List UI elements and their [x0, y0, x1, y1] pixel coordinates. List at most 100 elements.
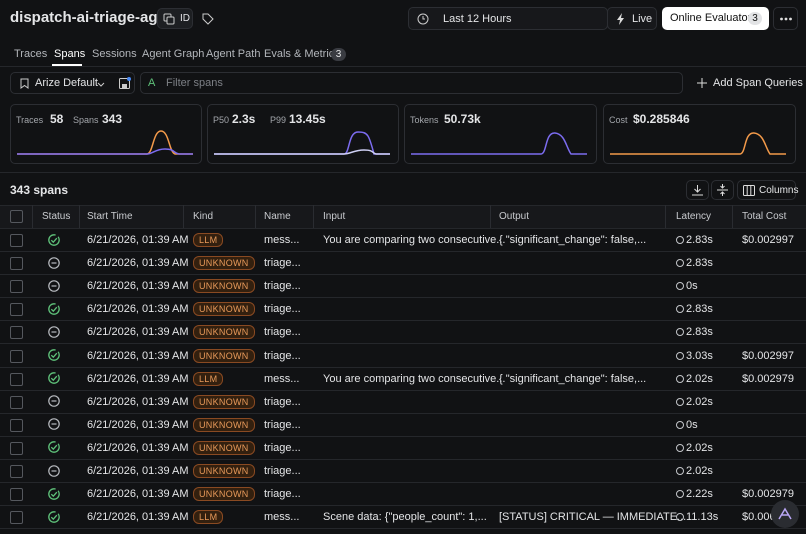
tab[interactable]: Agent Graph — [142, 48, 205, 60]
status-circle — [48, 349, 60, 361]
expand-button[interactable] — [711, 180, 734, 200]
column-divider — [183, 205, 184, 228]
cell-latency: 3.03s — [686, 349, 713, 362]
column-divider — [490, 205, 491, 228]
cell-latency: 2.02s — [686, 441, 713, 454]
tag-icon[interactable] — [202, 13, 214, 25]
kind-badge: UNKNOWN — [193, 417, 255, 432]
preset-select[interactable]: Arize Default — [10, 72, 135, 94]
row-divider — [0, 505, 806, 507]
row-checkbox[interactable] — [10, 488, 23, 502]
status-icon — [48, 510, 60, 523]
column-header[interactable]: Status — [42, 211, 71, 222]
column-header[interactable]: Name — [264, 211, 291, 222]
cell-latency: 0s — [686, 418, 698, 431]
row-checkbox[interactable] — [10, 303, 23, 317]
cell-cost: $0.002979 — [742, 372, 794, 385]
row-checkbox[interactable] — [10, 280, 23, 294]
tab[interactable]: Traces — [14, 48, 48, 60]
status-icon — [48, 233, 60, 246]
cell-output: [STATUS] CRITICAL — IMMEDIATE... — [499, 511, 687, 524]
id-button[interactable]: ID — [157, 8, 193, 29]
row-checkbox[interactable] — [10, 465, 23, 478]
kind-badge: LLM — [193, 510, 224, 525]
status-check — [50, 352, 58, 359]
online-evaluators-button[interactable]: Online Evaluators 3 — [662, 7, 769, 30]
kind-badge: UNKNOWN — [193, 394, 255, 409]
cell-input: Scene data: {"people_count": 1,... — [323, 511, 487, 524]
live-button[interactable]: Live — [607, 7, 657, 30]
latency-clock — [676, 305, 684, 314]
row-checkbox[interactable] — [10, 441, 23, 455]
row-checkbox[interactable] — [10, 326, 23, 340]
kind-badge: UNKNOWN — [193, 487, 255, 502]
latency-clock — [676, 282, 684, 291]
status-circle — [48, 464, 60, 477]
tab[interactable]: Spans — [54, 48, 86, 60]
cell-name: triage... — [264, 395, 301, 408]
cell-cost: $0.002997 — [742, 349, 794, 362]
time-range-label: Last 12 Hours — [443, 13, 512, 25]
column-header[interactable]: Total Cost — [742, 211, 787, 222]
sparkline-path — [17, 148, 193, 155]
row-divider — [0, 458, 806, 460]
copy-icon — [163, 13, 175, 25]
bolt-icon — [617, 13, 624, 25]
status-icon — [48, 302, 60, 315]
status-icon — [48, 372, 60, 384]
download-button[interactable] — [686, 180, 709, 200]
column-header[interactable]: Kind — [193, 211, 214, 222]
latency-clock — [676, 490, 684, 499]
status-circle — [48, 302, 60, 315]
columns-icon — [743, 185, 755, 196]
cell-start: 6/21/2026, 01:39 AM — [87, 303, 189, 316]
status-circle — [48, 372, 60, 384]
tab[interactable]: Sessions — [92, 48, 137, 60]
cell-name: triage... — [264, 349, 301, 362]
row-checkbox[interactable] — [10, 349, 23, 363]
column-header[interactable]: Output — [499, 211, 530, 222]
latency-clock — [676, 351, 684, 360]
time-range[interactable]: Last 12 Hours — [408, 7, 608, 30]
status-icon — [48, 349, 60, 361]
more-button[interactable] — [773, 7, 798, 30]
metric-value: 50.73k — [444, 112, 481, 126]
filter-input[interactable]: A Filter spans — [140, 72, 683, 94]
columns-button[interactable]: Columns — [737, 180, 798, 200]
cell-output: { "significant_change": false,... — [499, 372, 647, 385]
kind-badge: UNKNOWN — [193, 279, 255, 294]
bookmark-icon — [20, 78, 29, 89]
metric-label: Spans — [73, 115, 99, 125]
latency-clock — [676, 328, 684, 337]
sparkline-path — [610, 132, 786, 155]
assistant-icon — [778, 507, 792, 520]
select-all-checkbox[interactable] — [10, 210, 23, 223]
row-checkbox[interactable] — [10, 395, 23, 409]
status-circle — [48, 418, 60, 431]
more-icon — [780, 17, 792, 21]
tab-underline — [52, 64, 82, 66]
tab[interactable]: Agent Path — [206, 48, 261, 60]
row-checkbox[interactable] — [10, 511, 23, 525]
cell-cost: $0.002997 — [742, 234, 794, 246]
row-checkbox[interactable] — [10, 372, 23, 386]
row-checkbox[interactable] — [10, 257, 23, 271]
kind-badge: UNKNOWN — [193, 325, 255, 340]
assistant-button[interactable] — [771, 500, 799, 528]
metric-label: P99 — [270, 115, 287, 125]
cell-latency: 11.13s — [686, 511, 719, 524]
metric-card: Cost $0.285846 — [603, 104, 796, 164]
cell-start: 6/21/2026, 01:39 AM — [87, 511, 189, 524]
column-header[interactable]: Start Time — [87, 211, 133, 222]
row-checkbox[interactable] — [10, 418, 23, 432]
metric-label: Cost — [609, 115, 628, 125]
tab[interactable]: Evals & Metrics — [264, 48, 340, 60]
column-header[interactable]: Input — [323, 211, 346, 222]
latency-clock — [676, 513, 684, 522]
column-header[interactable]: Latency — [676, 211, 712, 222]
cell-start: 6/21/2026, 01:39 AM — [87, 395, 189, 408]
cell-latency: 2.02s — [686, 372, 713, 385]
row-checkbox[interactable] — [10, 234, 23, 247]
cell-output: { "significant_change": false,... — [499, 234, 647, 246]
cell-start: 6/21/2026, 01:39 AM — [87, 465, 189, 477]
